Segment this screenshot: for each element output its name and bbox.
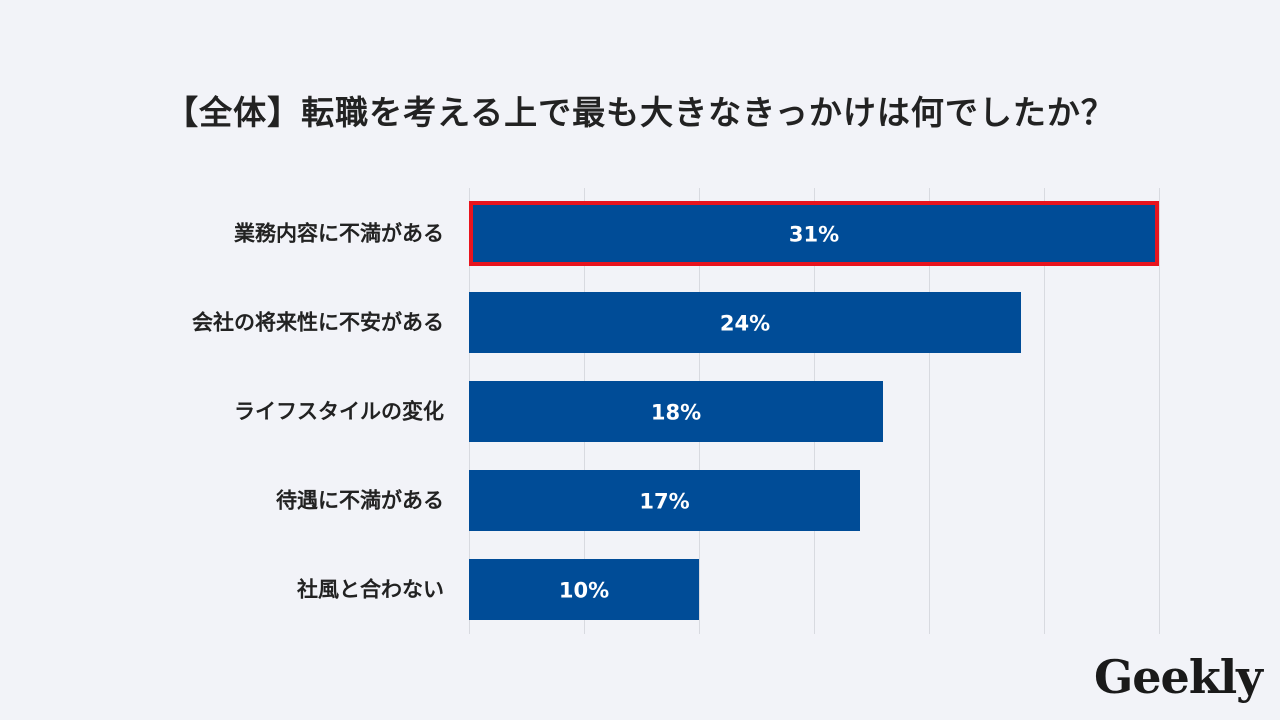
- value-label: 10%: [559, 579, 609, 603]
- bar: [469, 201, 1159, 266]
- category-label: 待遇に不満がある: [276, 489, 444, 513]
- category-label: 業務内容に不満がある: [234, 222, 444, 246]
- value-label: 31%: [789, 223, 839, 247]
- bar: [469, 559, 699, 620]
- category-label: 会社の将来性に不安がある: [192, 311, 444, 335]
- chart-title: 【全体】転職を考える上で最も大きなきっかけは何でしたか？: [165, 93, 1115, 132]
- category-label: 社風と合わない: [296, 578, 444, 602]
- category-label: ライフスタイルの変化: [234, 400, 444, 424]
- bar: [469, 381, 883, 442]
- value-label: 17%: [639, 490, 689, 514]
- value-label: 18%: [651, 401, 701, 425]
- bar: [469, 470, 860, 531]
- bar: [469, 292, 1021, 353]
- value-label: 24%: [720, 312, 770, 336]
- geekly-logo: Geekly: [1094, 650, 1263, 704]
